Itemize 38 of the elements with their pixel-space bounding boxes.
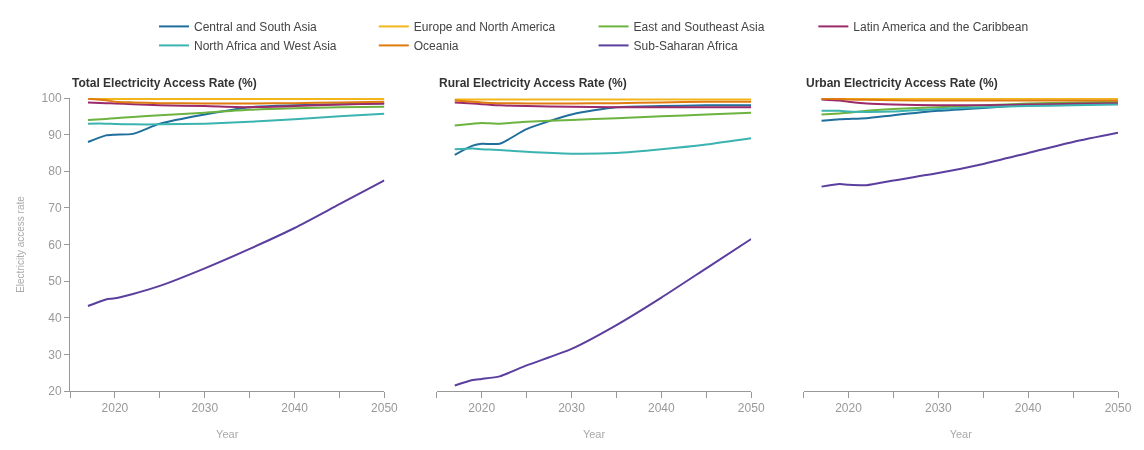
chart-title: Rural Electricity Access Rate (%)	[439, 76, 627, 90]
legend-label: North Africa and West Asia	[194, 39, 337, 54]
legend-label: East and Southeast Asia	[633, 20, 765, 35]
x-tick-label: 2020	[468, 401, 496, 416]
x-tick-label: 2050	[371, 401, 399, 416]
chart-title: Total Electricity Access Rate (%)	[72, 76, 257, 90]
y-axis-title: Electricity access rate	[14, 195, 26, 293]
y-tick-label: 60	[48, 237, 62, 252]
line-series	[86, 105, 385, 121]
x-axis-title: Year	[216, 427, 239, 440]
x-tick-label: 2040	[648, 401, 676, 416]
legend-label: Sub-Saharan Africa	[633, 39, 738, 54]
chart-title: Urban Electricity Access Rate (%)	[806, 76, 998, 90]
x-tick-label: 2020	[835, 401, 863, 416]
y-tick-label: 20	[48, 384, 62, 399]
y-tick-label: 70	[48, 201, 62, 216]
y-tick-label: 30	[48, 347, 62, 362]
y-tick-label: 40	[48, 310, 62, 325]
legend-label: Latin America and the Caribbean	[853, 20, 1029, 35]
y-tick-label: 100	[41, 91, 62, 106]
x-tick-label: 2030	[924, 401, 953, 416]
legend-label: Oceania	[413, 39, 459, 54]
x-tick-label: 2040	[281, 401, 309, 416]
x-tick-label: 2050	[1104, 401, 1132, 416]
x-tick-label: 2040	[1014, 401, 1042, 416]
x-tick-label: 2050	[737, 401, 765, 416]
x-tick-label: 2020	[101, 401, 129, 416]
y-tick-label: 50	[48, 274, 62, 289]
x-tick-label: 2030	[558, 401, 586, 416]
y-tick-label: 80	[48, 164, 62, 179]
x-axis-title: Year	[949, 427, 973, 440]
line-series	[86, 179, 385, 308]
line-series	[86, 112, 385, 126]
legend-label: Central and South Asia	[194, 20, 318, 35]
y-tick-label: 90	[48, 127, 62, 142]
legend-label: Europe and North America	[413, 20, 556, 35]
x-tick-label: 2030	[191, 401, 219, 416]
x-axis-title: Year	[582, 427, 606, 440]
